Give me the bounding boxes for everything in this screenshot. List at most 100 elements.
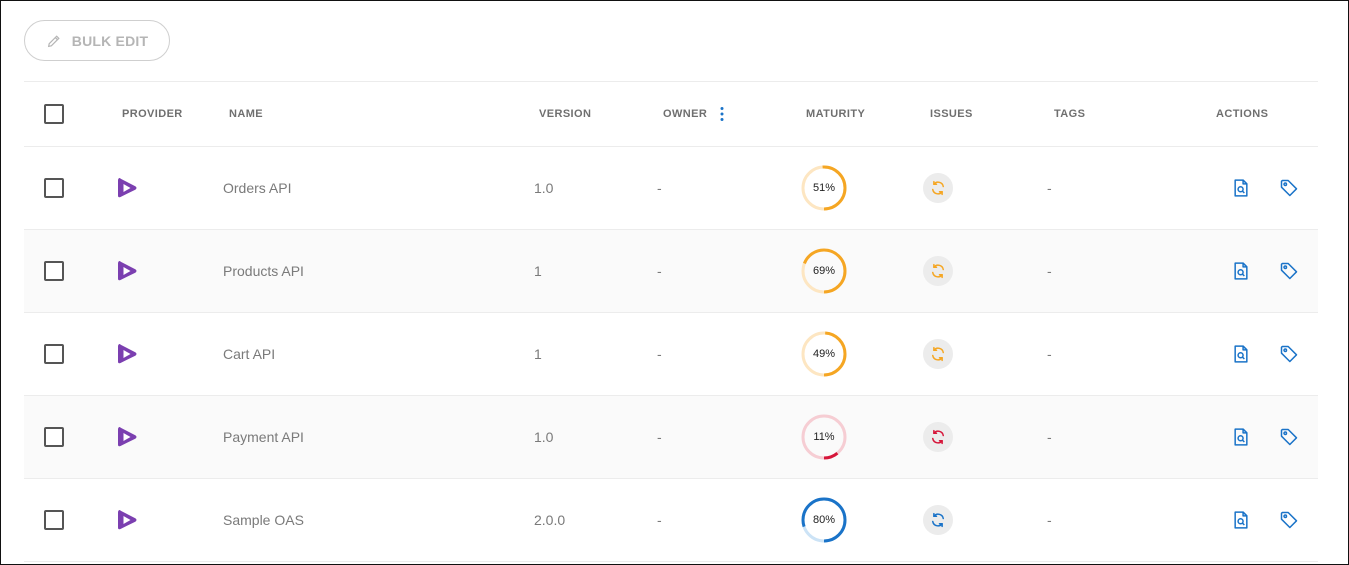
maturity-percent: 80% bbox=[812, 514, 836, 526]
tag-icon bbox=[1280, 262, 1298, 280]
table-row[interactable]: Payment API 1.0 - 11% bbox=[24, 396, 1318, 479]
maturity-cell: 51% bbox=[800, 147, 848, 229]
header-version[interactable]: VERSION bbox=[539, 108, 592, 120]
row-checkbox-cell bbox=[44, 396, 64, 478]
tag-icon bbox=[1280, 179, 1298, 197]
row-checkbox[interactable] bbox=[44, 510, 64, 530]
provider-logo-icon bbox=[118, 261, 137, 281]
api-table: PROVIDER NAME VERSION OWNER MATURITY ISS… bbox=[24, 81, 1318, 562]
document-search-icon bbox=[1234, 262, 1248, 280]
maturity-ring bbox=[801, 248, 847, 294]
maturity-ring bbox=[801, 331, 847, 377]
api-owner: - bbox=[657, 263, 662, 279]
sync-issues-icon bbox=[932, 263, 944, 279]
provider-logo-icon bbox=[118, 510, 137, 530]
row-checkbox[interactable] bbox=[44, 178, 64, 198]
provider-logo-icon bbox=[118, 427, 137, 447]
edit-tags-action[interactable] bbox=[1277, 479, 1301, 561]
maturity-percent: 11% bbox=[813, 431, 835, 443]
api-name[interactable]: Orders API bbox=[223, 180, 292, 196]
maturity-percent: 49% bbox=[812, 348, 836, 360]
row-checkbox-cell bbox=[44, 147, 64, 229]
api-owner: - bbox=[657, 512, 662, 528]
edit-tags-action[interactable] bbox=[1277, 230, 1301, 312]
issues-cell bbox=[923, 230, 953, 312]
edit-tags-action[interactable] bbox=[1277, 396, 1301, 478]
issues-button[interactable] bbox=[923, 256, 953, 286]
sync-issues-icon bbox=[932, 429, 944, 445]
header-actions: ACTIONS bbox=[1216, 108, 1269, 120]
table-row[interactable]: Cart API 1 - 49% bbox=[24, 313, 1318, 396]
table-row[interactable]: Orders API 1.0 - 51% bbox=[24, 147, 1318, 230]
document-search-icon bbox=[1234, 511, 1248, 529]
document-search-icon bbox=[1234, 179, 1248, 197]
table-row[interactable]: Sample OAS 2.0.0 - 80% bbox=[24, 479, 1318, 562]
provider-logo-icon bbox=[118, 344, 137, 364]
api-version: 1.0 bbox=[534, 180, 554, 196]
provider-cell bbox=[114, 479, 140, 561]
sync-issues-icon bbox=[932, 180, 944, 196]
api-name[interactable]: Sample OAS bbox=[223, 512, 304, 528]
view-details-action[interactable] bbox=[1229, 230, 1253, 312]
api-name[interactable]: Products API bbox=[223, 263, 304, 279]
row-checkbox-cell bbox=[44, 230, 64, 312]
maturity-gauge: 51% bbox=[800, 164, 848, 212]
provider-logo-icon bbox=[118, 178, 137, 198]
api-name[interactable]: Payment API bbox=[223, 429, 304, 445]
tag-icon bbox=[1280, 511, 1298, 529]
table-row[interactable]: Products API 1 - 69% bbox=[24, 230, 1318, 313]
maturity-percent: 69% bbox=[812, 265, 836, 277]
bulk-edit-label: BULK EDIT bbox=[71, 32, 149, 49]
row-checkbox[interactable] bbox=[44, 261, 64, 281]
api-version: 1 bbox=[534, 263, 542, 279]
header-tags[interactable]: TAGS bbox=[1054, 108, 1086, 120]
api-version: 1 bbox=[534, 346, 542, 362]
maturity-gauge: 11% bbox=[800, 413, 848, 461]
maturity-gauge: 49% bbox=[800, 330, 848, 378]
header-provider[interactable]: PROVIDER bbox=[122, 108, 183, 120]
view-details-action[interactable] bbox=[1229, 396, 1253, 478]
api-tags: - bbox=[1047, 180, 1052, 196]
document-search-icon bbox=[1234, 428, 1248, 446]
api-owner: - bbox=[657, 346, 662, 362]
tag-icon bbox=[1280, 345, 1298, 363]
view-details-action[interactable] bbox=[1229, 479, 1253, 561]
row-checkbox[interactable] bbox=[44, 344, 64, 364]
api-owner: - bbox=[657, 180, 662, 196]
header-issues[interactable]: ISSUES bbox=[930, 108, 973, 120]
maturity-percent: 51% bbox=[812, 182, 836, 194]
header-maturity[interactable]: MATURITY bbox=[806, 108, 866, 120]
issues-button[interactable] bbox=[923, 505, 953, 535]
header-name[interactable]: NAME bbox=[229, 108, 263, 120]
maturity-gauge: 80% bbox=[800, 496, 848, 544]
api-name[interactable]: Cart API bbox=[223, 346, 276, 362]
maturity-gauge: 69% bbox=[800, 247, 848, 295]
issues-cell bbox=[923, 479, 953, 561]
issues-button[interactable] bbox=[923, 422, 953, 452]
pencil-icon bbox=[47, 34, 60, 47]
api-tags: - bbox=[1047, 512, 1052, 528]
view-details-action[interactable] bbox=[1229, 147, 1253, 229]
edit-tags-action[interactable] bbox=[1277, 313, 1301, 395]
row-checkbox[interactable] bbox=[44, 427, 64, 447]
api-version: 1.0 bbox=[534, 429, 554, 445]
sync-issues-icon bbox=[932, 346, 944, 362]
header-owner[interactable]: OWNER bbox=[663, 108, 708, 120]
issues-cell bbox=[923, 147, 953, 229]
row-checkbox-cell bbox=[44, 313, 64, 395]
owner-column-menu[interactable] bbox=[719, 82, 725, 146]
edit-tags-action[interactable] bbox=[1277, 147, 1301, 229]
tag-icon bbox=[1280, 428, 1298, 446]
provider-cell bbox=[114, 313, 140, 395]
maturity-ring bbox=[801, 497, 847, 543]
bulk-edit-button[interactable]: BULK EDIT bbox=[24, 20, 170, 61]
issues-button[interactable] bbox=[923, 173, 953, 203]
view-details-action[interactable] bbox=[1229, 313, 1253, 395]
select-all-checkbox[interactable] bbox=[44, 104, 64, 124]
provider-cell bbox=[114, 396, 140, 478]
table-header: PROVIDER NAME VERSION OWNER MATURITY ISS… bbox=[24, 81, 1318, 147]
issues-cell bbox=[923, 396, 953, 478]
more-vertical-icon bbox=[720, 107, 724, 121]
issues-button[interactable] bbox=[923, 339, 953, 369]
